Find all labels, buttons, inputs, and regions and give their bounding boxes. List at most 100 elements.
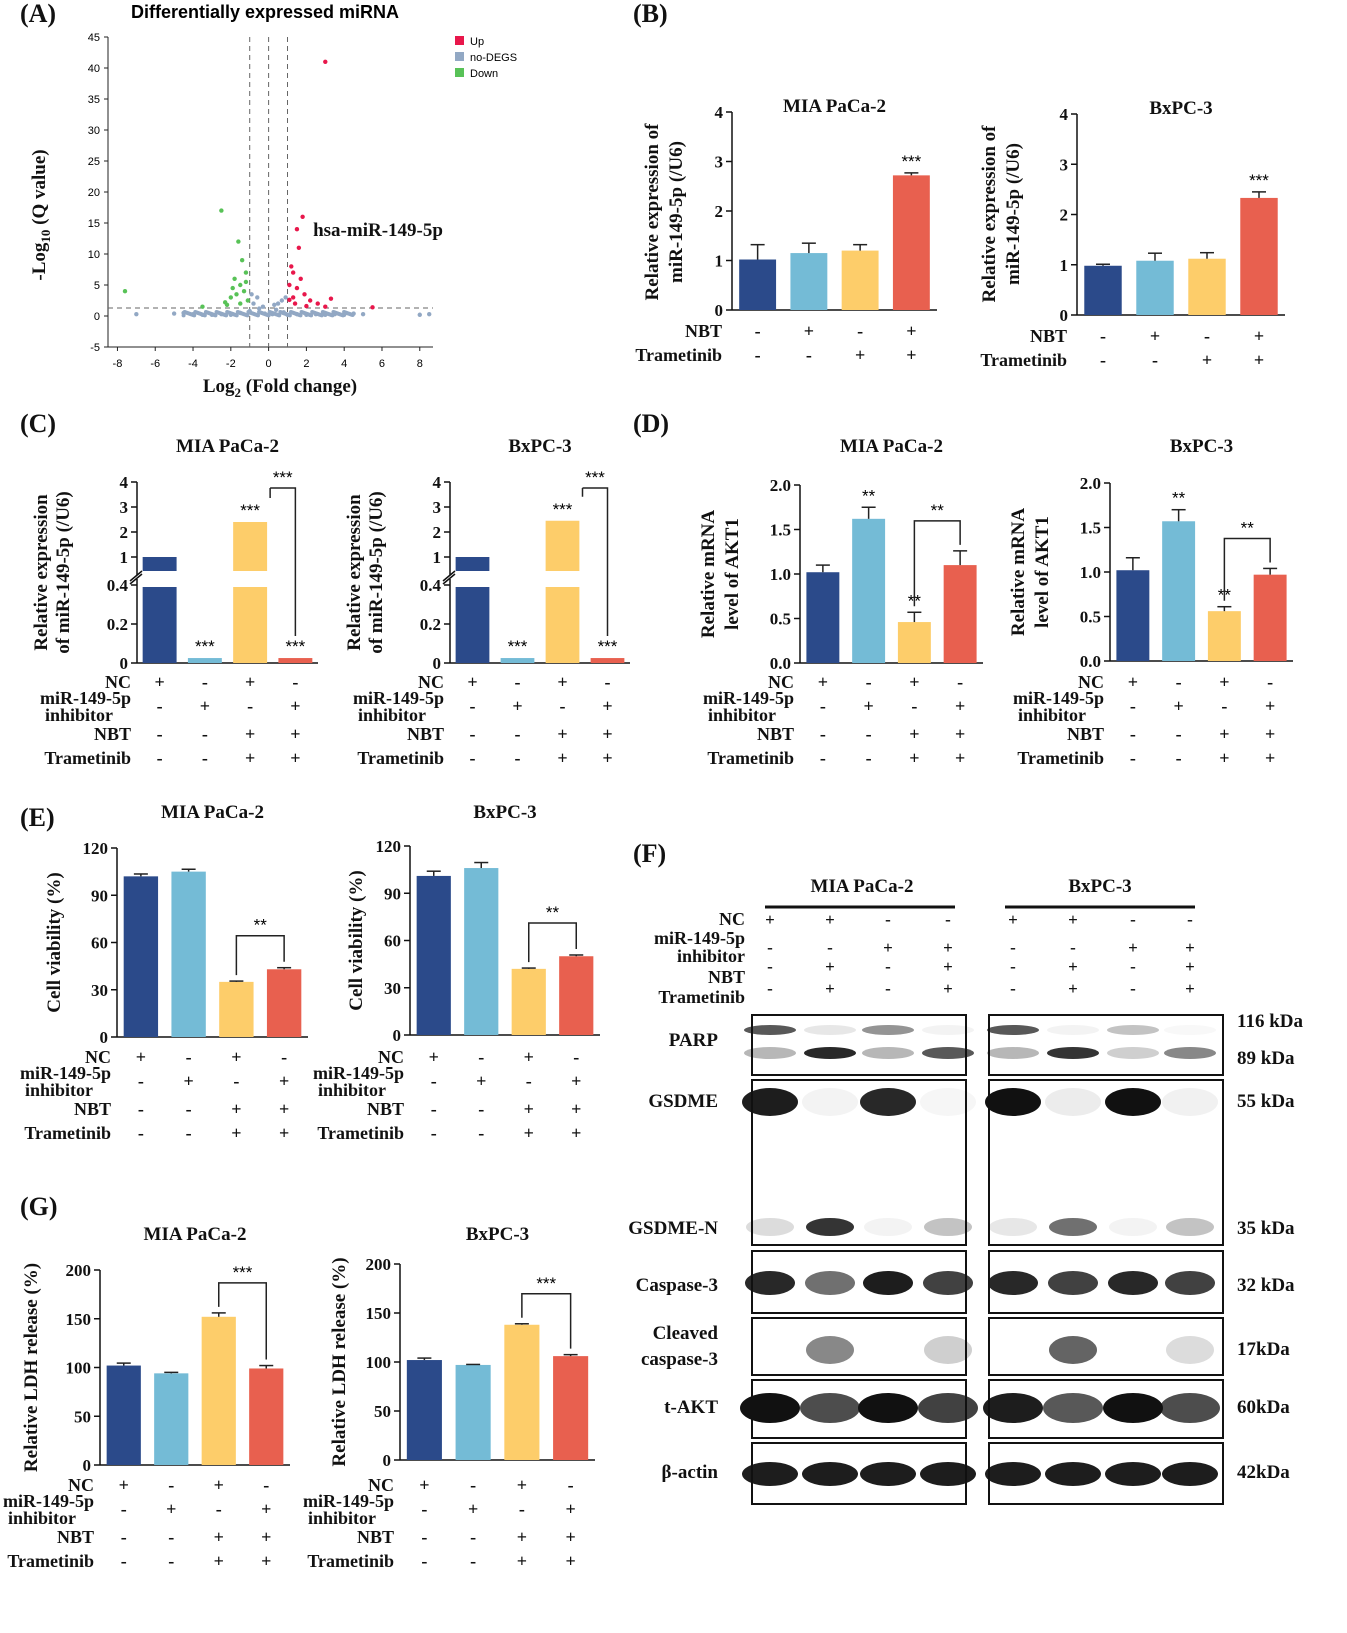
treatment-row-label: miR-149-5p bbox=[303, 1491, 394, 1511]
bar bbox=[106, 1365, 141, 1465]
blot-band bbox=[989, 1218, 1037, 1236]
blot-band bbox=[746, 1336, 794, 1364]
blot-band bbox=[988, 1271, 1038, 1295]
treatment-mark: - bbox=[421, 1527, 427, 1547]
significance-label: ** bbox=[1172, 489, 1186, 508]
y-tick-label: 0.2 bbox=[420, 615, 441, 634]
treatment-mark: + bbox=[154, 672, 164, 692]
treatment-row-label: NC bbox=[1078, 672, 1104, 692]
treatment-mark: - bbox=[421, 1551, 427, 1571]
x-tick-label: 0 bbox=[266, 358, 272, 370]
treatment-mark: + bbox=[1265, 696, 1275, 716]
point-no-degs bbox=[259, 310, 264, 315]
treatment-row-label: inhibitor bbox=[1018, 705, 1086, 725]
bar bbox=[219, 981, 254, 1037]
treatment-mark: + bbox=[290, 748, 300, 768]
y-tick-label: 20 bbox=[88, 187, 100, 199]
treatment-mark: - bbox=[202, 672, 208, 692]
blot-cell-title: MIA PaCa-2 bbox=[811, 876, 914, 897]
y-axis-label: of miR-149-5p (/U6) bbox=[366, 491, 387, 654]
significance-bracket bbox=[235, 934, 285, 976]
blot-band bbox=[1165, 1271, 1215, 1295]
y-tick-label: 2 bbox=[1060, 206, 1069, 225]
treatment-row-label: inhibitor bbox=[708, 705, 776, 725]
treatment-mark: + bbox=[468, 1499, 478, 1519]
treatment-mark: - bbox=[515, 672, 521, 692]
treatment-mark: + bbox=[1219, 748, 1229, 768]
x-tick-label: -8 bbox=[113, 358, 123, 370]
blot-band bbox=[744, 1047, 796, 1059]
blot-kda-label: 32 kDa bbox=[1237, 1275, 1295, 1296]
treatment-row-label: NBT bbox=[57, 1527, 94, 1547]
treatment-mark: - bbox=[1130, 748, 1136, 768]
significance-label: *** bbox=[901, 152, 921, 171]
treatment-row-label: NBT bbox=[367, 1099, 404, 1119]
treatment-mark: - bbox=[767, 938, 773, 957]
panel-letter: (F) bbox=[633, 839, 666, 868]
y-tick-label: 100 bbox=[66, 1359, 92, 1378]
significance-bracket bbox=[1223, 537, 1271, 601]
treatment-mark: - bbox=[216, 1499, 222, 1519]
treatment-mark: + bbox=[571, 1071, 581, 1091]
y-tick-label: 2.0 bbox=[1080, 474, 1101, 493]
blot-kda-label: 17kDa bbox=[1237, 1339, 1290, 1360]
treatment-mark: - bbox=[1010, 938, 1016, 957]
y-axis-label: Relative LDH release (%) bbox=[21, 1263, 42, 1472]
x-axis-label: Log2 (Fold change) bbox=[203, 376, 357, 400]
treatment-mark: + bbox=[1150, 326, 1160, 346]
x-tick-label: 6 bbox=[379, 358, 385, 370]
blot-band bbox=[1049, 1218, 1097, 1236]
significance-label: ** bbox=[254, 916, 268, 935]
treatment-mark: + bbox=[557, 748, 567, 768]
y-tick-label: 50 bbox=[374, 1402, 391, 1421]
y-tick-label: 15 bbox=[88, 218, 100, 230]
point-no-degs bbox=[277, 313, 282, 318]
treatment-mark: + bbox=[517, 1551, 527, 1571]
chart-title: BxPC-3 bbox=[473, 802, 536, 823]
treatment-mark: - bbox=[755, 345, 761, 365]
panel-letter: (A) bbox=[20, 0, 56, 28]
y-tick-label: 0.5 bbox=[770, 610, 791, 629]
bar bbox=[1162, 521, 1196, 661]
chart-title: BxPC-3 bbox=[466, 1224, 529, 1245]
treatment-mark: + bbox=[557, 672, 567, 692]
treatment-mark: - bbox=[470, 1475, 476, 1495]
point-up bbox=[294, 285, 300, 291]
treatment-mark: - bbox=[431, 1123, 437, 1143]
y-tick-label: 1.0 bbox=[1080, 563, 1101, 582]
point-down bbox=[122, 289, 128, 294]
treatment-mark: + bbox=[517, 1475, 527, 1495]
blot-band bbox=[1049, 1336, 1097, 1364]
point-no-degs bbox=[323, 312, 328, 317]
blot-frame bbox=[751, 1014, 967, 1076]
point-no-degs bbox=[417, 312, 422, 317]
point-up bbox=[328, 296, 334, 301]
treatment-mark: - bbox=[866, 724, 872, 744]
blot-band bbox=[985, 1462, 1041, 1486]
treatment-mark: + bbox=[1185, 979, 1195, 998]
point-down bbox=[222, 300, 228, 305]
treatment-row-label: miR-149-5p bbox=[3, 1491, 94, 1511]
point-down bbox=[219, 208, 224, 213]
chart-title: MIA PaCa-2 bbox=[176, 436, 279, 457]
bar bbox=[142, 587, 177, 663]
treatment-mark: - bbox=[515, 724, 521, 744]
bar bbox=[123, 876, 159, 1037]
treatment-mark: + bbox=[883, 938, 893, 957]
treatment-mark: + bbox=[512, 696, 522, 716]
treatment-mark: + bbox=[279, 1123, 289, 1143]
significance-label: *** bbox=[273, 468, 293, 487]
blot-band bbox=[802, 1462, 858, 1486]
bar bbox=[1116, 570, 1150, 661]
treatment-row-label: Trametinib bbox=[307, 1551, 394, 1571]
blot-band bbox=[1045, 1088, 1101, 1116]
blot-band bbox=[920, 1088, 976, 1116]
blot-band bbox=[1103, 1393, 1163, 1423]
blot-band bbox=[864, 1336, 912, 1364]
significance-label: *** bbox=[553, 500, 573, 519]
point-up bbox=[370, 305, 375, 310]
treatment-mark: - bbox=[806, 345, 812, 365]
point-no-degs bbox=[249, 292, 254, 297]
treatment-mark: + bbox=[119, 1475, 129, 1495]
significance-label: *** bbox=[195, 637, 215, 656]
